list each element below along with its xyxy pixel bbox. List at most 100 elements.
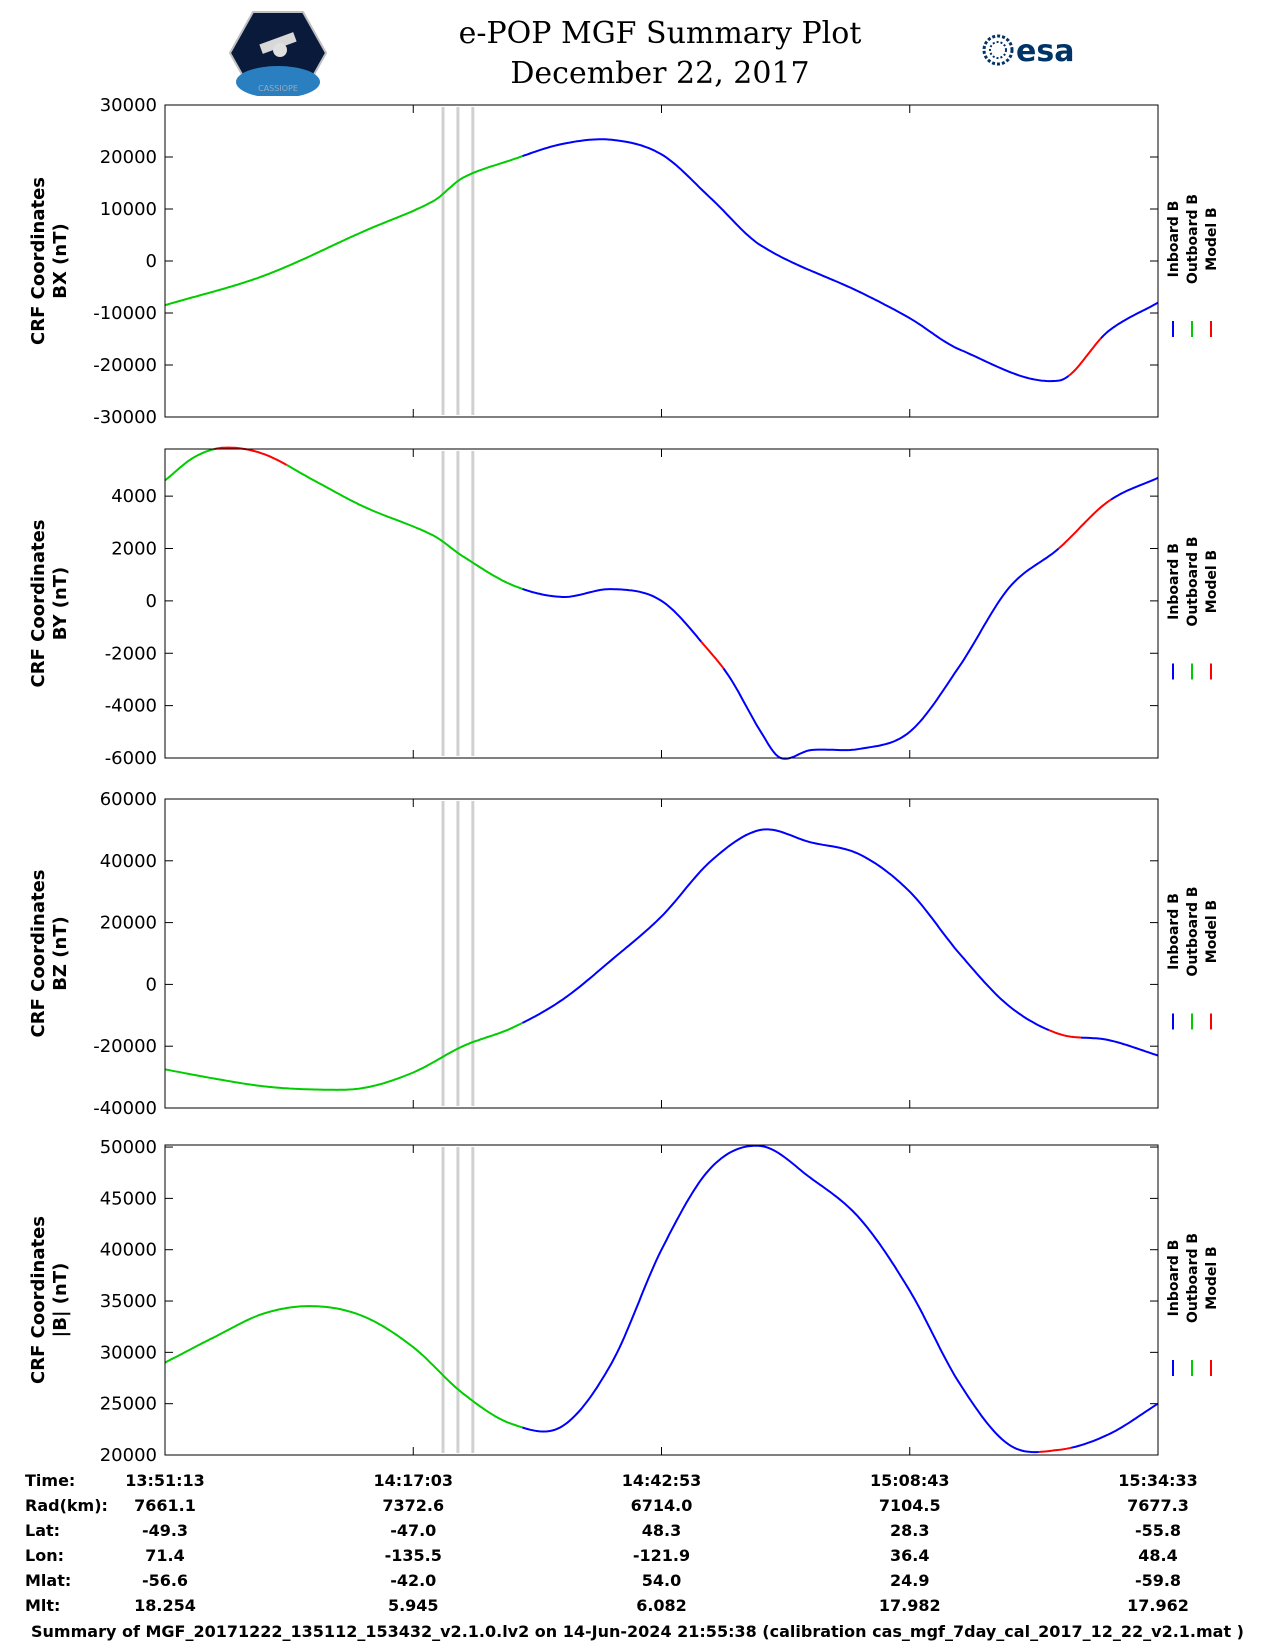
y-axis-label-line2: BZ (nT) xyxy=(50,916,71,991)
cassiope-logo-text: CASSIOPE xyxy=(258,84,298,93)
legend-label: Outboard B xyxy=(1185,536,1201,626)
inboard-b-series xyxy=(522,138,1070,383)
legend-label: Inboard B xyxy=(1166,1240,1182,1317)
y-tick-label: 45000 xyxy=(100,1188,157,1209)
model-b-series xyxy=(1048,1029,1082,1039)
y-tick-label: 35000 xyxy=(100,1291,157,1312)
y-tick-label: 0 xyxy=(146,251,157,272)
ephemeris-value: -135.5 xyxy=(385,1546,442,1565)
y-tick-label: 2000 xyxy=(111,539,157,560)
y-tick-label: -6000 xyxy=(105,748,157,769)
y-tick-label: -10000 xyxy=(93,303,157,324)
legend-label: Inboard B xyxy=(1166,543,1182,620)
model-b-series xyxy=(1058,498,1112,550)
ephemeris-value: -47.0 xyxy=(390,1521,436,1540)
y-tick-label: -4000 xyxy=(105,696,157,717)
inboard-b-series xyxy=(1100,301,1159,339)
y-tick-label: 40000 xyxy=(100,851,157,872)
ephemeris-value: 28.3 xyxy=(890,1521,929,1540)
ephemeris-value: -55.8 xyxy=(1135,1521,1181,1540)
panel-2: -6000 -4000 -2000 0 2000 4000 CRF CoordinatesB… xyxy=(28,446,1220,769)
ephemeris-value: 24.9 xyxy=(890,1571,929,1590)
y-tick-label: 60000 xyxy=(100,789,157,810)
inboard-b-series xyxy=(1070,1402,1159,1449)
inboard-b-series xyxy=(522,1144,1039,1454)
y-axis-label: CRF CoordinatesBZ (nT) xyxy=(28,870,71,1038)
outboard-b-series xyxy=(164,1021,523,1091)
outboard-b-series xyxy=(164,448,215,482)
ephemeris-value: -59.8 xyxy=(1135,1571,1181,1590)
panel-3: -40000 -20000 0 20000 40000 60000 CRF Coordina… xyxy=(28,789,1220,1119)
outboard-b-series xyxy=(164,155,523,307)
y-tick-label: 20000 xyxy=(100,913,157,934)
ephemeris-row-label: Rad(km): xyxy=(25,1496,108,1515)
panel-4: 20000 25000 30000 35000 40000 45000 50000 CRF C… xyxy=(28,1137,1220,1466)
inboard-b-series xyxy=(522,587,702,643)
ephemeris-value: 48.4 xyxy=(1138,1546,1177,1565)
ephemeris-row-label: Mlat: xyxy=(25,1571,71,1590)
ephemeris-row-label: Mlt: xyxy=(25,1596,60,1615)
y-axis-label: CRF Coordinates|B| (nT) xyxy=(28,1216,71,1384)
panel-frame xyxy=(164,448,1159,759)
panel-frame xyxy=(164,104,1159,418)
legend-label: Outboard B xyxy=(1185,886,1201,976)
legend-label: Model B xyxy=(1204,550,1220,613)
legend-label: Inboard B xyxy=(1166,893,1182,970)
page-date: December 22, 2017 xyxy=(510,56,810,91)
y-tick-label: 4000 xyxy=(111,486,157,507)
ephemeris-value: 15:08:43 xyxy=(870,1471,950,1490)
ephemeris-value: 14:17:03 xyxy=(373,1471,453,1490)
y-tick-label: 0 xyxy=(146,591,157,612)
ephemeris-value: -56.6 xyxy=(142,1571,188,1590)
panel-frame xyxy=(164,1144,1159,1456)
ephemeris-value: 18.254 xyxy=(134,1596,196,1615)
y-tick-label: -30000 xyxy=(93,407,157,428)
footer-caption: Summary of MGF_20171222_135112_153432_v2… xyxy=(31,1622,1244,1641)
page-title: e-POP MGF Summary Plot xyxy=(458,16,862,51)
legend-label: Model B xyxy=(1204,900,1220,963)
y-tick-label: 30000 xyxy=(100,1342,157,1363)
y-axis-label-line1: CRF Coordinates xyxy=(28,520,49,688)
inboard-b-series xyxy=(722,547,1060,760)
model-b-series xyxy=(1067,337,1102,377)
y-tick-label: 20000 xyxy=(100,147,157,168)
y-tick-label: -20000 xyxy=(93,355,157,376)
ephemeris-value: 14:42:53 xyxy=(622,1471,702,1490)
ephemeris-value: 6.082 xyxy=(636,1596,687,1615)
esa-logo-text: esa xyxy=(1016,34,1074,69)
y-tick-label: -2000 xyxy=(105,643,157,664)
ephemeris-row-label: Lat: xyxy=(25,1521,60,1540)
y-tick-label: 40000 xyxy=(100,1240,157,1261)
panel-frame xyxy=(164,798,1159,1109)
outboard-b-series xyxy=(286,464,523,590)
y-axis-label-line2: |B| (nT) xyxy=(50,1263,71,1338)
y-axis-label: CRF CoordinatesBX (nT) xyxy=(28,177,71,345)
legend-label: Inboard B xyxy=(1166,201,1182,278)
y-tick-label: -40000 xyxy=(93,1098,157,1119)
legend-label: Model B xyxy=(1204,207,1220,270)
ephemeris-row-label: Time: xyxy=(25,1471,75,1490)
inboard-b-series xyxy=(1110,476,1159,501)
ephemeris-value: 36.4 xyxy=(890,1546,929,1565)
inboard-b-series xyxy=(522,828,1050,1032)
y-tick-label: -20000 xyxy=(93,1036,157,1057)
y-axis-label-line2: BX (nT) xyxy=(50,223,71,298)
y-axis-label-line1: CRF Coordinates xyxy=(28,870,49,1038)
ephemeris-value: 7661.1 xyxy=(134,1496,196,1515)
outboard-b-series xyxy=(164,1305,523,1429)
y-tick-label: 30000 xyxy=(100,95,157,116)
ephemeris-value: 54.0 xyxy=(642,1571,681,1590)
legend-label: Model B xyxy=(1204,1246,1220,1309)
y-axis-label-line1: CRF Coordinates xyxy=(28,1216,49,1384)
ephemeris-value: 5.945 xyxy=(388,1596,439,1615)
ephemeris-value: 17.982 xyxy=(879,1596,941,1615)
model-b-series xyxy=(1038,1446,1072,1453)
y-tick-label: 20000 xyxy=(100,1445,157,1466)
ephemeris-value: 7372.6 xyxy=(382,1496,444,1515)
y-axis-label: CRF CoordinatesBY (nT) xyxy=(28,520,71,688)
y-axis-label-line2: BY (nT) xyxy=(50,567,71,641)
legend-label: Outboard B xyxy=(1185,194,1201,284)
y-tick-label: 0 xyxy=(146,974,157,995)
title-block: e-POP MGF Summary Plot December 22, 2017 xyxy=(330,14,990,94)
